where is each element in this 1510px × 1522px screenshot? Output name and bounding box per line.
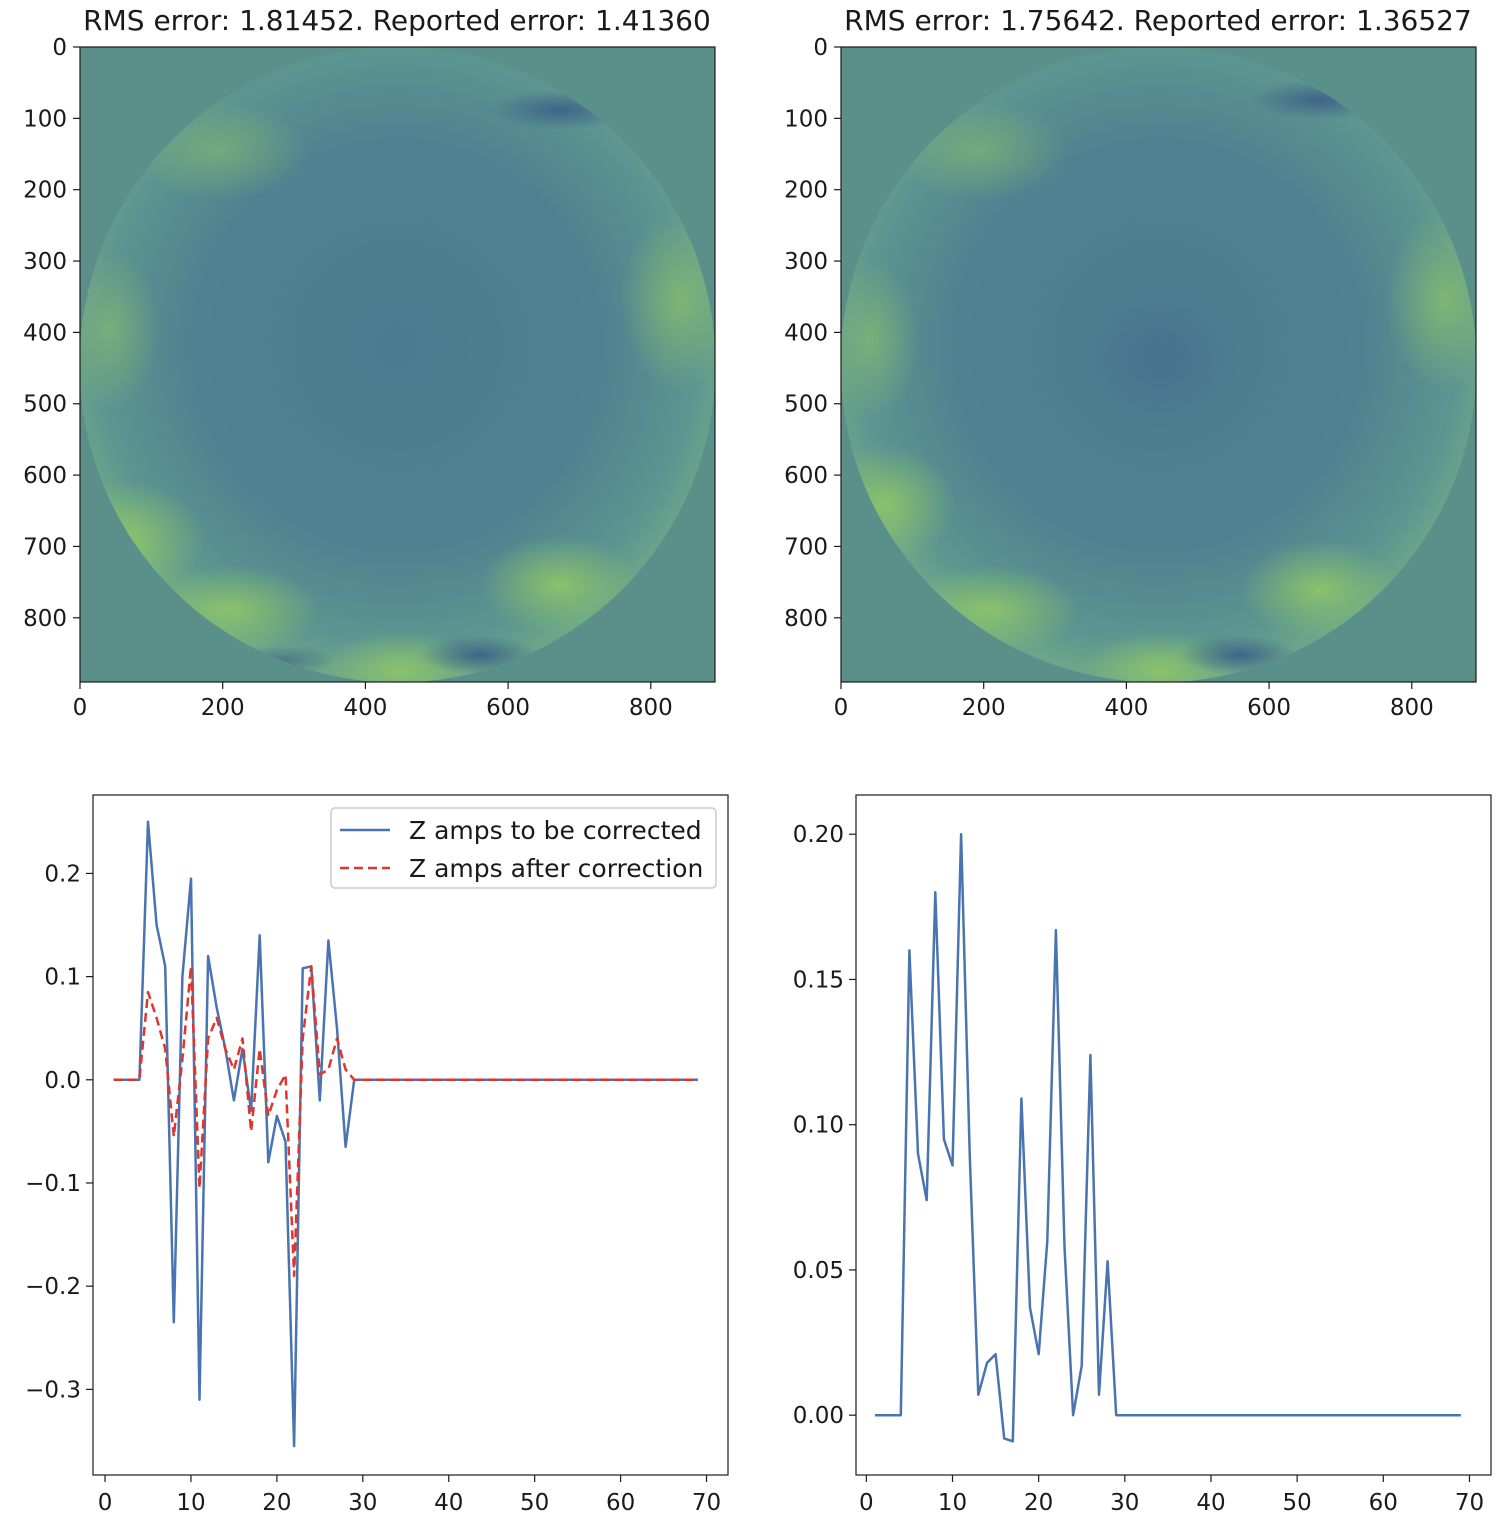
y-tick-label: −0.1 (25, 1171, 81, 1197)
heatmap-title-left: RMS error: 1.81452. Reported error: 1.41… (83, 4, 711, 37)
y-tick-label: 300 (23, 249, 67, 275)
y-tick-label: 0.10 (793, 1113, 844, 1139)
x-tick-label: 0 (859, 1490, 874, 1516)
heatmap-panel-right: RMS error: 1.75642. Reported error: 1.36… (784, 4, 1477, 721)
heatmap-title-right: RMS error: 1.75642. Reported error: 1.36… (844, 4, 1472, 37)
x-tick-label: 20 (1024, 1490, 1053, 1516)
y-ticks: 0.00 0.05 0.10 0.15 0.20 (793, 822, 856, 1429)
plot-frame (855, 794, 1492, 1476)
x-tick-label: 10 (176, 1490, 205, 1516)
legend-label-1: Z amps to be corrected (409, 816, 702, 845)
x-tick-label: 0 (834, 695, 849, 721)
y-tick-label: 200 (784, 178, 828, 204)
x-tick-label: 70 (692, 1490, 721, 1516)
heatmap-x-ticks: 0 200 400 600 800 (834, 682, 1434, 721)
x-tick-label: 800 (629, 695, 673, 721)
y-tick-label: 0.1 (44, 965, 81, 991)
heatmap-disk (79, 46, 716, 683)
y-tick-label: 300 (784, 249, 828, 275)
y-tick-label: 500 (784, 392, 828, 418)
y-tick-label: 500 (23, 392, 67, 418)
y-tick-label: 0.20 (793, 822, 844, 848)
y-tick-label: 400 (23, 320, 67, 346)
x-tick-label: 50 (520, 1490, 549, 1516)
x-tick-label: 200 (201, 695, 245, 721)
x-tick-label: 30 (1110, 1490, 1139, 1516)
heatmap-panel-left: RMS error: 1.81452. Reported error: 1.41… (23, 4, 716, 721)
y-tick-label: 0.15 (793, 967, 844, 993)
y-ticks: −0.3 −0.2 −0.1 0.0 0.1 0.2 (25, 861, 93, 1403)
x-ticks: 0 10 20 30 40 50 60 70 (98, 1475, 721, 1516)
x-tick-label: 600 (486, 695, 530, 721)
heatmap-y-ticks: 0 100 200 300 400 500 600 700 800 (23, 35, 80, 632)
y-tick-label: 0.0 (44, 1068, 81, 1094)
y-tick-label: 400 (784, 320, 828, 346)
x-ticks: 0 10 20 30 40 50 60 70 (859, 1475, 1484, 1516)
y-tick-label: 0.00 (793, 1403, 844, 1429)
y-tick-label: 700 (23, 534, 67, 560)
series-line-dashed-1 (113, 965, 698, 1278)
plot-frame (92, 794, 729, 1476)
line-chart-right: 0 10 20 30 40 50 60 70 0.00 0.05 0.10 0.15 0.20 (793, 794, 1492, 1516)
x-tick-label: 40 (434, 1490, 463, 1516)
x-tick-label: 40 (1196, 1490, 1225, 1516)
y-tick-label: 800 (23, 606, 67, 632)
x-tick-label: 0 (73, 695, 88, 721)
y-tick-label: 0.05 (793, 1258, 844, 1284)
y-tick-label: 600 (23, 463, 67, 489)
x-tick-label: 200 (962, 695, 1006, 721)
legend-box (330, 807, 717, 889)
legend: Z amps to be corrected Z amps after corr… (330, 807, 717, 889)
series-line-0 (113, 820, 698, 1448)
y-tick-label: −0.3 (25, 1377, 81, 1403)
y-tick-label: 100 (23, 106, 67, 132)
line-chart-series (113, 820, 698, 1448)
x-tick-label: 10 (938, 1490, 967, 1516)
x-tick-label: 0 (98, 1490, 113, 1516)
y-tick-label: 100 (784, 106, 828, 132)
series-line-0 (875, 832, 1461, 1443)
x-tick-label: 400 (1104, 695, 1148, 721)
x-tick-label: 70 (1455, 1490, 1484, 1516)
x-tick-label: 800 (1390, 695, 1434, 721)
x-tick-label: 20 (262, 1490, 291, 1516)
heatmap-x-ticks: 0 200 400 600 800 (73, 682, 673, 721)
legend-label-2: Z amps after correction (409, 854, 703, 883)
y-tick-label: 0.2 (44, 861, 81, 887)
line-chart-series (875, 832, 1461, 1443)
y-tick-label: 0 (52, 35, 67, 61)
x-tick-label: 30 (348, 1490, 377, 1516)
x-tick-label: 400 (343, 695, 387, 721)
heatmap-y-ticks: 0 100 200 300 400 500 600 700 800 (784, 35, 841, 632)
y-tick-label: 700 (784, 534, 828, 560)
x-tick-label: 50 (1282, 1490, 1311, 1516)
y-tick-label: −0.2 (25, 1274, 81, 1300)
y-tick-label: 600 (784, 463, 828, 489)
line-chart-left: 0 10 20 30 40 50 60 70 −0.3 −0.2 −0.1 0.0 0.1 0.2 Z … (25, 794, 729, 1516)
y-tick-label: 0 (813, 35, 828, 61)
x-tick-label: 600 (1247, 695, 1291, 721)
y-tick-label: 800 (784, 606, 828, 632)
x-tick-label: 60 (1369, 1490, 1398, 1516)
x-tick-label: 60 (606, 1490, 635, 1516)
y-tick-label: 200 (23, 178, 67, 204)
